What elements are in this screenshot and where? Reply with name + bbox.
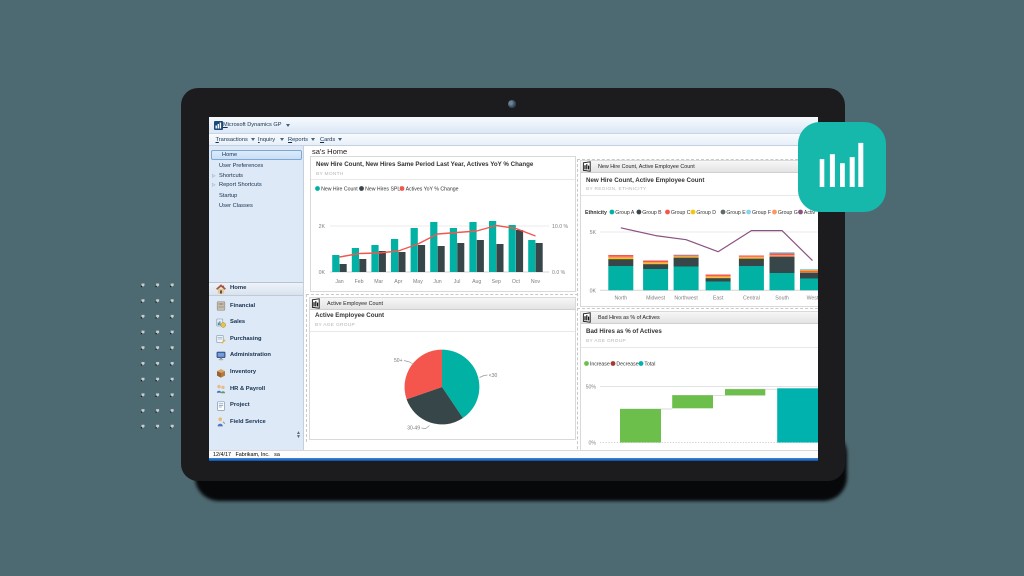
svg-text:Group F: Group F [752,210,771,216]
svg-text:May: May [413,279,423,285]
svg-text:Feb: Feb [355,279,364,285]
svg-text:Group A: Group A [615,210,635,216]
svg-text:Actives YoY % Change: Actives YoY % Change [406,187,459,193]
svg-text:Increase: Increase [590,362,610,368]
svg-text:South: South [775,296,789,302]
svg-text:Group E: Group E [726,210,746,216]
svg-text:Nov: Nov [531,279,541,285]
svg-text:Ethnicity: Ethnicity [585,210,607,216]
svg-text:Jan: Jan [335,279,343,285]
svg-text:10.0 %: 10.0 % [552,224,569,230]
svg-text:Mar: Mar [374,279,383,285]
svg-text:<30: <30 [489,373,498,379]
svg-text:Decrease: Decrease [616,362,638,368]
svg-text:0.0 %: 0.0 % [552,270,566,276]
svg-text:50%: 50% [586,385,597,391]
svg-text:Jun: Jun [433,279,441,285]
svg-text:2K: 2K [319,224,326,230]
svg-text:Apr: Apr [394,279,402,285]
svg-text:Sep: Sep [492,279,501,285]
svg-text:Midwest: Midwest [646,296,666,302]
svg-text:West: West [807,296,818,302]
svg-text:30-49: 30-49 [407,426,420,432]
svg-text:Aug: Aug [472,279,481,285]
svg-text:New Hires SPLY: New Hires SPLY [365,187,404,193]
svg-text:Group G: Group G [778,210,798,216]
svg-text:Activ: Activ [804,210,816,216]
svg-text:North: North [614,296,627,302]
svg-text:0K: 0K [319,270,326,276]
svg-text:Total: Total [644,362,655,368]
svg-text:0K: 0K [590,288,597,294]
svg-text:East: East [713,296,724,302]
svg-text:5K: 5K [590,230,597,236]
svg-text:50+: 50+ [394,358,403,364]
svg-text:0%: 0% [589,441,597,447]
svg-text:Northwest: Northwest [674,296,698,302]
svg-text:Group D: Group D [696,210,716,216]
svg-text:Oct: Oct [512,279,521,285]
svg-text:Jul: Jul [454,279,461,285]
svg-text:New Hire Count: New Hire Count [321,187,358,193]
svg-text:Group C: Group C [671,210,691,216]
svg-text:Central: Central [743,296,760,302]
svg-text:Group B: Group B [642,210,662,216]
